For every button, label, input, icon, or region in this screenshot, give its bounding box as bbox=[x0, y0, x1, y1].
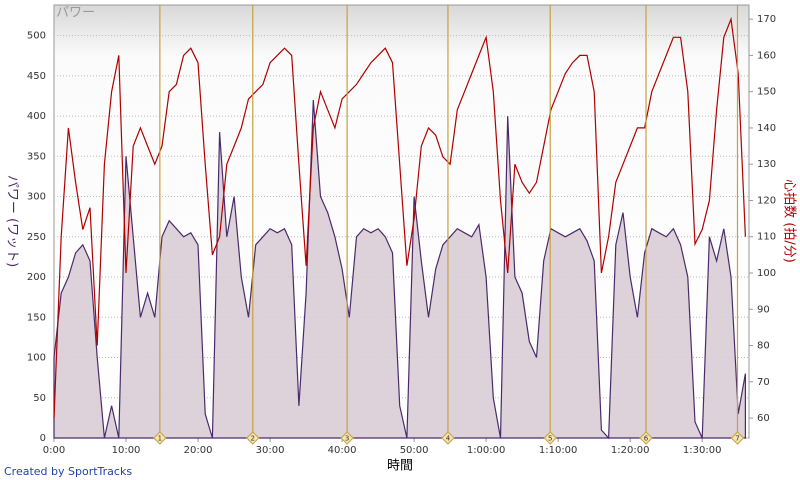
lap-label: 6 bbox=[644, 435, 649, 443]
lap-diamond bbox=[153, 431, 167, 445]
x-tick-label: 20:00 bbox=[184, 445, 213, 456]
x-tick-label: 1:00:00 bbox=[467, 445, 506, 456]
y-tick-label: 450 bbox=[27, 71, 46, 82]
lap-diamond bbox=[543, 431, 557, 445]
lap-diamond bbox=[441, 431, 455, 445]
y2-tick-label: 130 bbox=[757, 159, 776, 170]
x-tick-label: 1:30:00 bbox=[683, 445, 722, 456]
lap-diamond bbox=[246, 431, 260, 445]
x-tick-label: 1:20:00 bbox=[611, 445, 650, 456]
y2-tick-label: 80 bbox=[757, 341, 770, 352]
footer: Created by SportTracks bbox=[4, 465, 132, 478]
lap-label: 2 bbox=[251, 435, 255, 443]
x-tick-label: 30:00 bbox=[256, 445, 285, 456]
y-tick-label: 50 bbox=[33, 393, 46, 404]
y-tick-label: 250 bbox=[27, 232, 46, 243]
x-tick-label: 1:10:00 bbox=[539, 445, 578, 456]
y-tick-label: 100 bbox=[27, 353, 46, 364]
lap-label: 7 bbox=[735, 435, 739, 443]
y2-tick-label: 60 bbox=[757, 413, 770, 424]
lap-label: 1 bbox=[158, 435, 162, 443]
y2-tick-label: 160 bbox=[757, 50, 776, 61]
y2-tick-label: 140 bbox=[757, 123, 776, 134]
lap-diamond bbox=[639, 431, 653, 445]
x-axis-label: 時間 bbox=[387, 459, 413, 474]
lap-diamond bbox=[730, 431, 745, 445]
y-axis-label: パワー (ワット) bbox=[5, 175, 20, 267]
y2-tick-label: 70 bbox=[757, 377, 770, 388]
y2-tick-label: 110 bbox=[757, 232, 776, 243]
y-tick-label: 400 bbox=[27, 111, 46, 122]
y2-axis-label: 心拍数 (拍/分) bbox=[782, 179, 797, 263]
x-tick-label: 50:00 bbox=[400, 445, 429, 456]
y2-tick-label: 100 bbox=[757, 268, 776, 279]
y-tick-label: 0 bbox=[40, 433, 46, 444]
y-tick-label: 500 bbox=[27, 31, 46, 42]
power-area bbox=[53, 99, 746, 440]
y2-tick-label: 90 bbox=[757, 304, 770, 315]
y2-tick-label: 150 bbox=[757, 87, 776, 98]
y-tick-label: 300 bbox=[27, 192, 46, 203]
plot-layer: 0501001502002503003504004505006070809010… bbox=[27, 5, 776, 456]
lap-label: 5 bbox=[548, 435, 552, 443]
y-tick-label: 350 bbox=[27, 151, 46, 162]
x-tick-label: 10:00 bbox=[112, 445, 141, 456]
y2-tick-label: 120 bbox=[757, 195, 776, 206]
y-tick-label: 200 bbox=[27, 272, 46, 283]
chart-title: パワー bbox=[56, 6, 95, 21]
y2-tick-label: 170 bbox=[757, 14, 776, 25]
lap-label: 3 bbox=[345, 435, 349, 443]
heart-rate-line bbox=[53, 16, 746, 419]
y-tick-label: 150 bbox=[27, 312, 46, 323]
x-tick-label: 40:00 bbox=[328, 445, 357, 456]
lap-label: 4 bbox=[446, 435, 451, 443]
lap-diamond bbox=[340, 431, 354, 445]
x-tick-label: 0:00 bbox=[43, 445, 65, 456]
